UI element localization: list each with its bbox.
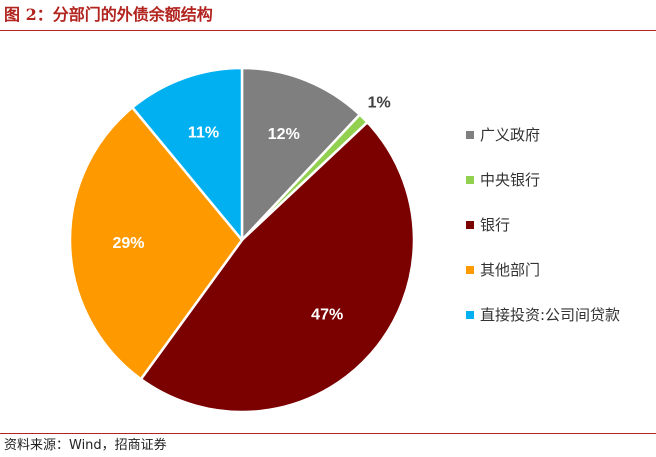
legend-swatch-0 [466, 131, 474, 139]
legend-label-3: 其他部门 [480, 261, 540, 279]
slice-label-2: 47% [311, 307, 343, 324]
legend-label-1: 中央银行 [480, 171, 540, 189]
legend-item-1: 中央银行 [466, 171, 540, 189]
slice-label-1: 1% [368, 94, 391, 111]
slice-label-0: 12% [268, 126, 300, 143]
legend-label-2: 银行 [480, 216, 510, 234]
source-note: 资料来源：Wind，招商证券 [4, 438, 167, 453]
pie-slices [68, 66, 416, 414]
title-rule [0, 30, 656, 31]
legend-item-3: 其他部门 [466, 261, 540, 279]
legend-swatch-2 [466, 221, 474, 229]
legend-item-0: 广义政府 [466, 126, 540, 144]
slice-labels: 12% 1% 47% 29% 11% [112, 94, 390, 323]
source-rule [0, 433, 656, 434]
legend-item-4: 直接投资:公司间贷款 [466, 306, 620, 324]
pie-slice-0 [240, 66, 361, 242]
page-title: 图 2：分部门的外债余额结构 [4, 5, 213, 24]
pie-slice-4 [131, 66, 244, 242]
slice-label-4: 11% [188, 125, 219, 142]
legend-label-4: 直接投资:公司间贷款 [480, 306, 620, 324]
legend-item-2: 银行 [466, 216, 510, 234]
pie-slice-2 [139, 121, 416, 414]
legend-swatch-4 [466, 311, 474, 319]
slice-label-3: 29% [112, 235, 144, 252]
legend-label-0: 广义政府 [480, 126, 540, 144]
pie-slice-3 [68, 106, 244, 381]
legend-swatch-3 [466, 266, 474, 274]
legend-swatch-1 [466, 176, 474, 184]
